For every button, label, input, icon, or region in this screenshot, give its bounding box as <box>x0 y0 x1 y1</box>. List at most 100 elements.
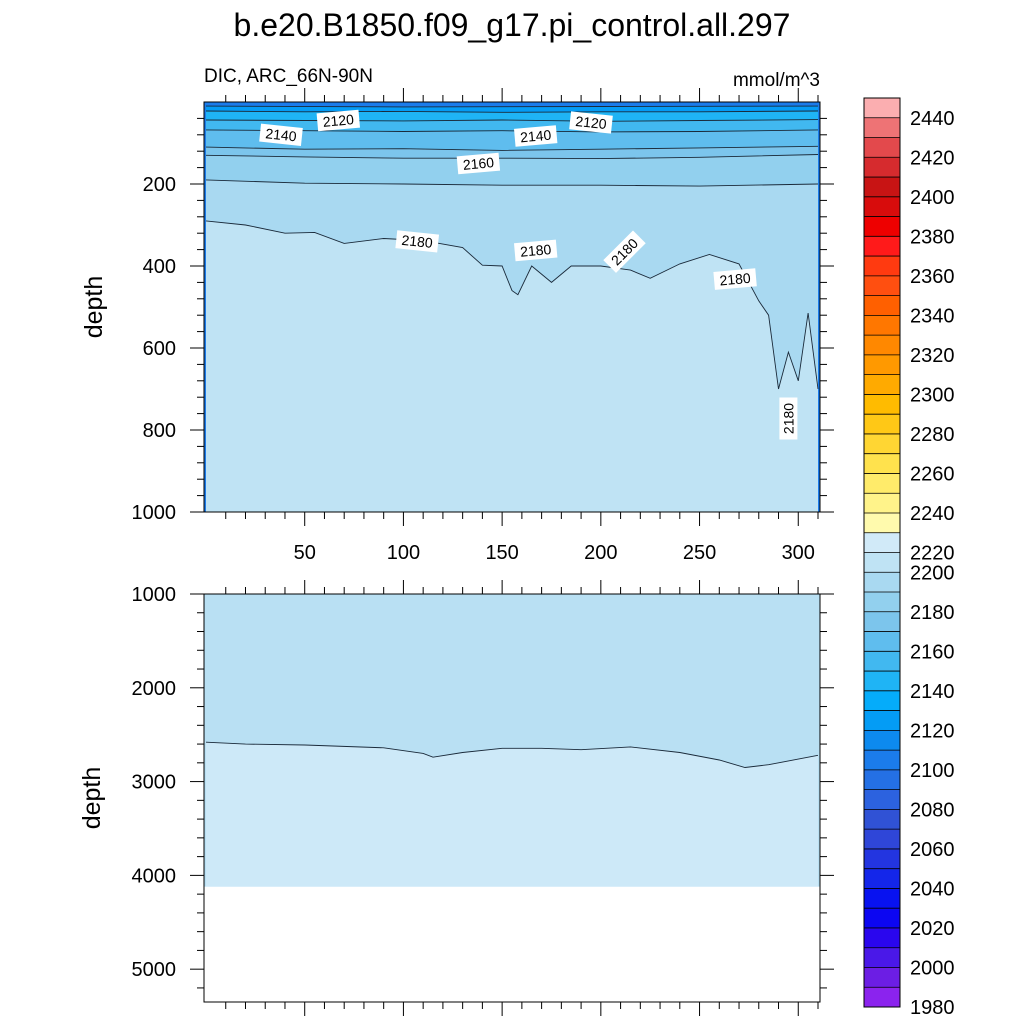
y-axis-label-lower: depth <box>78 767 106 830</box>
colorbar-box <box>864 137 900 158</box>
y-tick-label: 2000 <box>132 678 177 700</box>
colorbar-label: 2320 <box>910 345 955 367</box>
contour-label: 2160 <box>456 152 501 175</box>
colorbar-box <box>864 789 900 810</box>
colorbar-label: 2360 <box>910 266 955 288</box>
colorbar-label: 1980 <box>910 997 955 1019</box>
contour-label-box <box>513 239 558 262</box>
colorbar-box <box>864 315 900 336</box>
colorbar-label: 2340 <box>910 305 955 327</box>
contour-label: 2180 <box>395 230 440 253</box>
contour-label-box <box>316 109 361 132</box>
colorbar-label: 2080 <box>910 799 955 821</box>
lower-plot-frame <box>203 593 821 1003</box>
colorbar-label: 2220 <box>910 543 955 565</box>
contour-line-2160 <box>205 154 819 160</box>
colorbar-box <box>864 493 900 514</box>
colorbar-label: 2000 <box>910 958 955 980</box>
colorbar-box <box>864 473 900 494</box>
y-axis-label-upper: depth <box>80 276 108 339</box>
upper-plot-frame <box>203 101 821 513</box>
contour-label-box <box>259 123 303 146</box>
colorbar-box <box>864 651 900 672</box>
contour-label: 2140 <box>259 123 303 146</box>
colorbar-box <box>864 256 900 277</box>
colorbar-box <box>864 908 900 929</box>
contour-label-text: 2180 <box>780 403 796 434</box>
colorbar-label: 2300 <box>910 384 955 406</box>
colorbar-label: 2380 <box>910 226 955 248</box>
colorbar: 2440 2420 2400 2380 2360 2340 2320 2300 2280 2260… <box>863 97 955 1019</box>
contour-label-box <box>779 397 798 440</box>
colorbar-label: 2140 <box>910 681 955 703</box>
colorbar-label: 2040 <box>910 878 955 900</box>
colorbar-box <box>864 216 900 237</box>
colorbar-box <box>864 157 900 178</box>
colorbar-box <box>864 394 900 415</box>
colorbar-box <box>864 335 900 356</box>
contour-label-text: 2160 <box>462 154 495 173</box>
colorbar-label: 2120 <box>910 720 955 742</box>
colorbar-label: 2260 <box>910 464 955 486</box>
colorbar-label: 2100 <box>910 760 955 782</box>
colorbar-box <box>864 730 900 751</box>
contour-label: 2120 <box>316 109 361 132</box>
contour-label-text: 2120 <box>322 111 355 130</box>
x-tick-label: 150 <box>485 542 518 564</box>
contour-label-box <box>456 152 501 175</box>
colorbar-box <box>864 295 900 316</box>
contour-label: 2180 <box>513 239 558 262</box>
contour-label: 2180 <box>779 397 798 440</box>
colorbar-label: 2240 <box>910 503 955 525</box>
colorbar-box <box>864 967 900 988</box>
y-tick-label: 1000 <box>132 502 177 524</box>
colorbar-box <box>864 236 900 257</box>
units-label: mmol/m^3 <box>733 70 820 91</box>
y-tick-label: 200 <box>143 174 176 196</box>
y-tick-label: 400 <box>143 256 176 278</box>
x-tick-label: 300 <box>782 542 815 564</box>
contour-label-box <box>603 230 646 273</box>
colorbar-box <box>864 809 900 830</box>
y-tick-label: 1000 <box>132 584 177 606</box>
colorbar-box <box>864 868 900 889</box>
contour-label-text: 2180 <box>719 270 752 289</box>
colorbar-box <box>864 750 900 771</box>
colorbar-label: 2160 <box>910 641 955 663</box>
colorbar-box <box>864 354 900 375</box>
colorbar-box <box>864 987 900 1008</box>
y-tick-label: 600 <box>143 338 176 360</box>
colorbar-box <box>864 710 900 731</box>
contour-line-2150 <box>205 145 819 151</box>
colorbar-label: 2020 <box>910 918 955 940</box>
colorbar-box <box>864 769 900 790</box>
contour-line-2110 <box>205 105 819 108</box>
x-tick-label: 100 <box>387 542 420 564</box>
contour-fill-2180 <box>206 220 818 512</box>
y-tick-label: 800 <box>143 420 176 442</box>
contour-label-text: 2180 <box>401 232 434 251</box>
colorbar-label: 2200 <box>910 562 955 584</box>
colorbar-box <box>864 552 900 573</box>
colorbar-box <box>864 117 900 138</box>
contour-line-2130 <box>205 119 819 122</box>
colorbar-box <box>864 829 900 850</box>
contour-label-box <box>513 125 558 147</box>
contour-label-box <box>713 268 757 290</box>
contour-line-2190 <box>205 741 819 768</box>
colorbar-box <box>864 453 900 474</box>
deep-fill-lower <box>206 742 818 887</box>
contour-line-2170 <box>205 179 819 187</box>
colorbar-box <box>864 631 900 652</box>
colorbar-label: 2280 <box>910 424 955 446</box>
contour-line-2180 <box>205 220 819 390</box>
x-tick-label: 200 <box>584 542 617 564</box>
colorbar-box <box>864 671 900 692</box>
colorbar-frame <box>863 97 901 1008</box>
colorbar-box <box>864 848 900 869</box>
contour-label-box <box>395 230 440 253</box>
colorbar-label: 2420 <box>910 147 955 169</box>
contour-label: 2180 <box>713 268 757 290</box>
